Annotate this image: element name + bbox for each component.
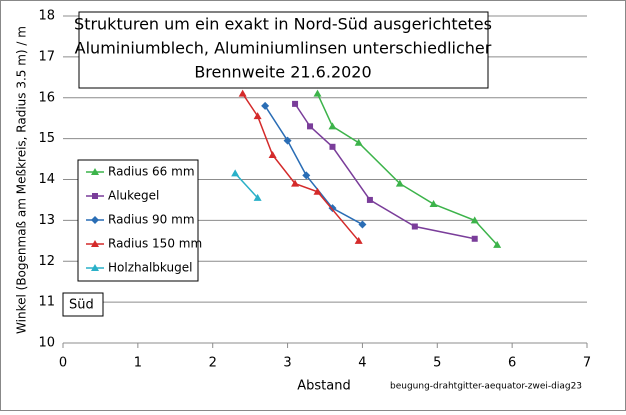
point <box>329 143 336 150</box>
title-box <box>78 11 489 89</box>
y-tick-label: 17 <box>38 49 55 64</box>
point <box>231 169 240 177</box>
watermark: beugung-drahtgitter-aequator-zwei-diag23 <box>390 382 582 392</box>
chart-title: Aluminiumblech, Aluminiumlinsen untersch… <box>75 39 492 58</box>
point <box>261 101 270 110</box>
y-tick-label: 11 <box>38 295 55 310</box>
series-line <box>294 103 475 240</box>
y-tick-label: 14 <box>38 172 55 187</box>
series-line <box>242 93 360 242</box>
legend-label: Radius 66 mm <box>108 165 195 179</box>
x-tick-label: 1 <box>134 356 142 371</box>
y-tick-label: 16 <box>38 90 55 105</box>
point <box>292 100 299 107</box>
annotation: Süd <box>69 298 94 313</box>
legend-marker <box>91 240 99 247</box>
point <box>366 196 373 203</box>
point <box>493 240 502 248</box>
chart-title: Strukturen um ein exakt in Nord-Süd ausg… <box>74 15 492 34</box>
point <box>253 112 262 120</box>
x-tick-label: 7 <box>583 356 591 371</box>
x-tick-label: 6 <box>508 356 516 371</box>
x-tick-label: 3 <box>283 356 291 371</box>
point <box>354 236 363 244</box>
y-tick-label: 15 <box>38 131 55 146</box>
point <box>302 171 311 180</box>
point <box>411 223 418 230</box>
legend-label: Radius 90 mm <box>108 213 195 227</box>
legend-marker <box>91 264 99 271</box>
y-axis-label: Winkel (Bogenmaß am Meßkreis, Radius 3.5… <box>15 26 29 334</box>
series-line <box>234 172 259 199</box>
point <box>283 136 292 145</box>
point <box>429 200 438 208</box>
legend-marker <box>92 193 98 199</box>
point <box>313 187 322 195</box>
point <box>358 220 367 229</box>
x-tick-label: 2 <box>209 356 217 371</box>
point <box>307 123 314 130</box>
legend-label: Holzhalbkugel <box>108 261 192 275</box>
x-axis-label: Abstand <box>297 379 350 394</box>
y-tick-label: 13 <box>38 213 55 228</box>
point <box>354 138 363 146</box>
x-tick-label: 0 <box>59 356 67 371</box>
point <box>470 216 479 224</box>
point <box>395 179 404 187</box>
legend-label: Alukegel <box>108 189 159 203</box>
chart-title: Brennweite 21.6.2020 <box>194 63 371 82</box>
point <box>313 89 322 97</box>
x-tick-label: 5 <box>433 356 441 371</box>
legend-marker <box>91 168 99 175</box>
point <box>268 150 277 158</box>
legend-marker <box>91 216 99 224</box>
point <box>291 179 300 187</box>
y-tick-label: 12 <box>38 254 55 269</box>
legend-label: Radius 150 mm <box>108 237 202 251</box>
x-tick-label: 4 <box>358 356 366 371</box>
point <box>471 235 478 242</box>
point <box>328 122 337 130</box>
point <box>253 193 262 201</box>
point <box>238 89 247 97</box>
y-tick-label: 10 <box>38 336 55 351</box>
y-tick-label: 18 <box>38 9 55 24</box>
annotation-box <box>62 292 104 317</box>
